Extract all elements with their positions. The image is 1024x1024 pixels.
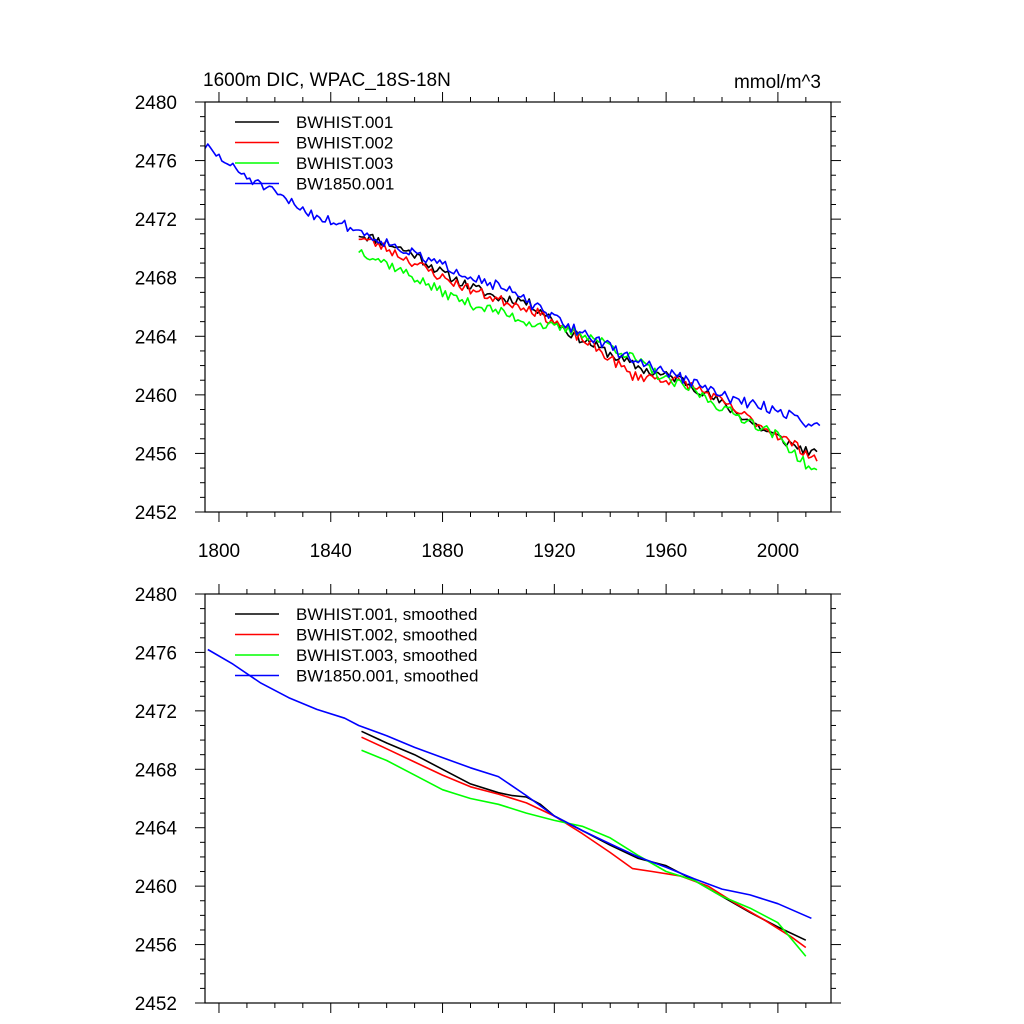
series-line-4 — [207, 648, 812, 920]
y-tick-label: 2472 — [135, 210, 177, 231]
x-tick-label: 1800 — [198, 541, 240, 562]
y-tick-label: 2452 — [135, 503, 177, 524]
y-tick-label: 2456 — [135, 936, 177, 957]
legend-label-3: BWHIST.003, smoothed — [296, 646, 477, 665]
top-panel-raw: 2452 2456 2460 2464 2468 2472 2476 2480 1800 1840… — [135, 70, 841, 562]
x-tick-label: 2000 — [757, 541, 799, 562]
units-label: mmol/m^3 — [734, 72, 821, 93]
series-group — [205, 143, 821, 471]
series-line-3 — [358, 249, 818, 471]
x-tick-label: 1960 — [645, 541, 687, 562]
series-line-2 — [361, 736, 807, 949]
legend-label-4: BW1850.001 — [296, 175, 394, 194]
y-tick-label: 2480 — [135, 93, 177, 114]
y-tick-label: 2480 — [135, 585, 177, 606]
y-tick-label: 2468 — [135, 760, 177, 781]
y-tick-label: 2456 — [135, 444, 177, 465]
legend-label-1: BWHIST.001, smoothed — [296, 605, 477, 624]
y-tick-label: 2452 — [135, 994, 177, 1015]
y-tick-label: 2460 — [135, 877, 177, 898]
series-line-2 — [358, 237, 818, 462]
y-tick-label: 2464 — [135, 819, 178, 840]
chart-title: 1600m DIC, WPAC_18S-18N — [203, 70, 451, 91]
x-tick-label: 1920 — [533, 541, 575, 562]
y-tick-label: 2476 — [135, 643, 177, 664]
x-tick-label: 1880 — [421, 541, 463, 562]
y-tick-label: 2476 — [135, 152, 177, 173]
y-tick-label: 2472 — [135, 702, 177, 723]
series-line-3 — [361, 749, 807, 957]
series-line-4 — [205, 143, 821, 428]
x-tick-label: 1840 — [310, 541, 352, 562]
legend-label-2: BWHIST.002, smoothed — [296, 626, 477, 645]
legend-label-3: BWHIST.003 — [296, 154, 393, 173]
y-tick-label: 2464 — [135, 327, 178, 348]
y-tick-label: 2468 — [135, 269, 177, 290]
y-tick-label: 2460 — [135, 386, 177, 407]
series-line-1 — [361, 730, 807, 941]
series-group — [207, 648, 812, 957]
legend-label-4: BW1850.001, smoothed — [296, 667, 478, 686]
bottom-panel-smoothed: 2452 2456 2460 2464 2468 2472 2476 2480 BWHIST.0… — [135, 584, 841, 1015]
legend-label-2: BWHIST.002 — [296, 134, 393, 153]
legend-label-1: BWHIST.001 — [296, 113, 393, 132]
